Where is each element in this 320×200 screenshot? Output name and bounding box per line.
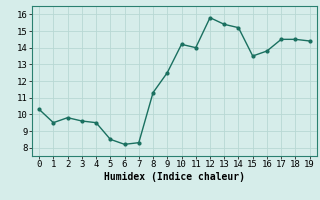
- X-axis label: Humidex (Indice chaleur): Humidex (Indice chaleur): [104, 172, 245, 182]
